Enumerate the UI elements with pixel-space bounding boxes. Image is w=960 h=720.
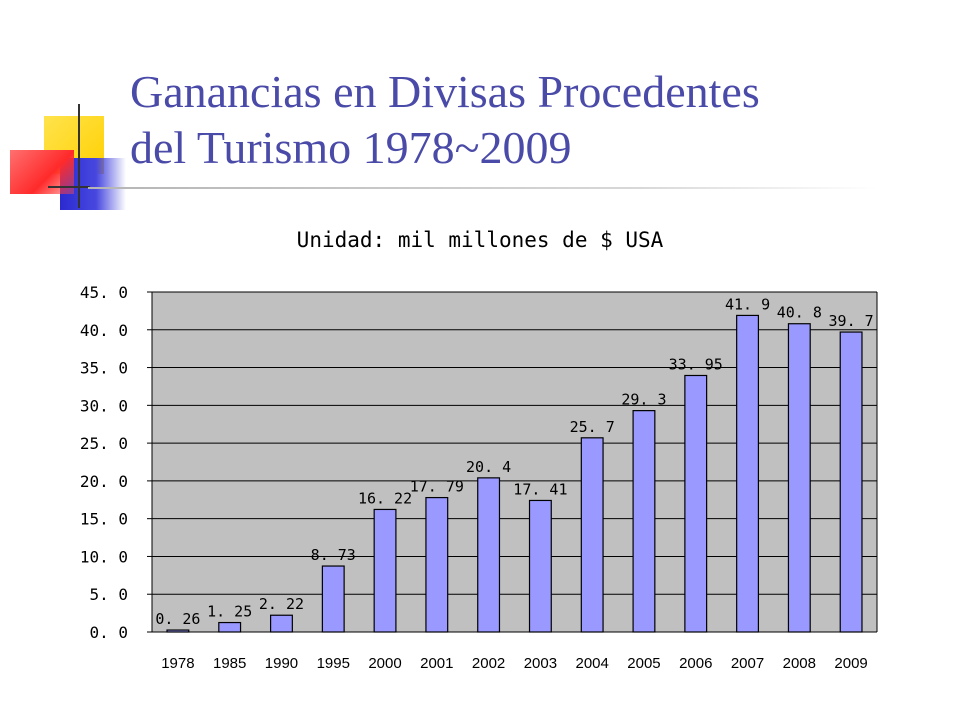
bar bbox=[580, 437, 604, 633]
y-tick-label: 35. 0 bbox=[80, 359, 128, 378]
slide-title-line2: del Turismo 1978~2009 bbox=[130, 122, 572, 173]
x-tick-label: 2003 bbox=[524, 655, 557, 672]
deco-horizontal-line bbox=[48, 186, 90, 188]
title-divider bbox=[88, 187, 878, 189]
y-tick-label: 25. 0 bbox=[80, 434, 128, 453]
y-tick-label: 20. 0 bbox=[80, 472, 128, 491]
y-tick-label: 10. 0 bbox=[80, 547, 128, 566]
data-label: 40. 8 bbox=[777, 304, 822, 322]
y-tick-label: 15. 0 bbox=[80, 510, 128, 529]
bar bbox=[166, 629, 190, 633]
x-tick-label: 2005 bbox=[627, 655, 660, 672]
bar bbox=[373, 508, 397, 633]
bar bbox=[632, 410, 656, 633]
chart-unit-label: Unidad: mil millones de $ USA bbox=[296, 228, 664, 252]
bar bbox=[736, 314, 760, 633]
bar bbox=[528, 499, 552, 633]
y-tick-label: 30. 0 bbox=[80, 396, 128, 415]
y-tick-label: 0. 0 bbox=[89, 623, 128, 642]
data-label: 1. 25 bbox=[207, 603, 252, 621]
data-label: 41. 9 bbox=[725, 295, 770, 313]
x-tick-label: 2008 bbox=[783, 655, 816, 672]
data-label: 29. 3 bbox=[621, 391, 666, 409]
data-label: 39. 7 bbox=[829, 312, 874, 330]
x-tick-label: 1978 bbox=[161, 655, 194, 672]
x-tick-label: 2000 bbox=[368, 655, 401, 672]
data-label: 20. 4 bbox=[466, 458, 511, 476]
data-label: 17. 41 bbox=[513, 480, 567, 498]
plot-background bbox=[152, 292, 877, 632]
y-tick-label: 40. 0 bbox=[80, 321, 128, 340]
data-label: 17. 79 bbox=[410, 478, 464, 496]
bar bbox=[269, 614, 293, 633]
bar bbox=[218, 621, 242, 633]
y-tick-label: 45. 0 bbox=[80, 283, 128, 302]
data-label: 16. 22 bbox=[358, 489, 412, 507]
bar bbox=[839, 331, 863, 633]
plot-area: 0. 0 5. 0 10. 0 15. 0 20. 0 25. 0 30. 0 35. 0 40… bbox=[80, 283, 878, 672]
data-label: 25. 7 bbox=[570, 418, 615, 436]
x-tick-label: 2002 bbox=[472, 655, 505, 672]
x-tick-label: 2007 bbox=[731, 655, 764, 672]
bar bbox=[425, 496, 449, 633]
x-tick-label: 2001 bbox=[420, 655, 453, 672]
x-tick-label: 1985 bbox=[213, 655, 246, 672]
deco-vertical-line bbox=[78, 104, 80, 208]
data-label: 2. 22 bbox=[259, 595, 304, 613]
data-label: 33. 95 bbox=[669, 355, 723, 373]
data-label: 0. 26 bbox=[155, 610, 200, 628]
bar bbox=[321, 565, 345, 633]
bar bbox=[684, 374, 708, 633]
slide-title-line1: Ganancias en Divisas Procedentes bbox=[130, 66, 760, 117]
x-tick-label: 1995 bbox=[317, 655, 350, 672]
bar bbox=[477, 477, 501, 633]
bar bbox=[787, 323, 811, 633]
x-tick-label: 1990 bbox=[265, 655, 298, 672]
slide-title: Ganancias en Divisas Procedentes del Tur… bbox=[130, 64, 930, 176]
x-tick-label: 2009 bbox=[834, 655, 867, 672]
x-tick-label: 2004 bbox=[575, 655, 608, 672]
data-label: 8. 73 bbox=[311, 546, 356, 564]
y-tick-label: 5. 0 bbox=[89, 585, 128, 604]
x-tick-label: 2006 bbox=[679, 655, 712, 672]
